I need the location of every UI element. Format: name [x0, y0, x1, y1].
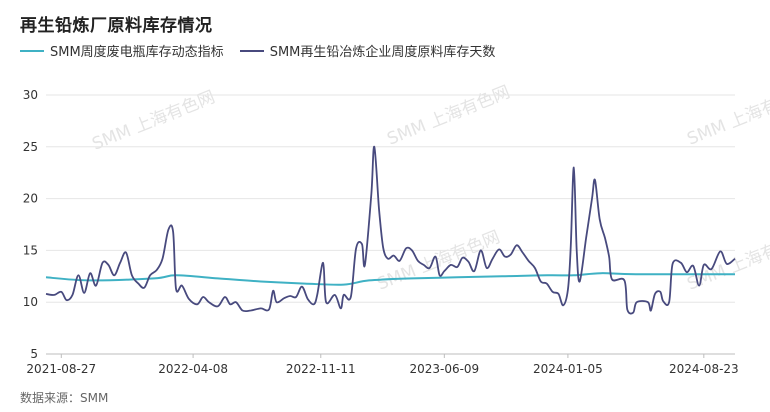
legend-swatch-series-1 [239, 49, 264, 52]
chart-source: 数据来源：SMM [20, 391, 109, 405]
y-tick-label: 25 [23, 140, 38, 154]
watermark-text: SMM 上海有色网 [89, 87, 218, 154]
legend-label-series-0: SMM周度废电瓶库存动态指标 [50, 45, 224, 60]
x-tick-label: 2024-01-05 [533, 362, 603, 376]
y-tick-label: 20 [23, 192, 38, 206]
legend-item-series-1[interactable]: SMM再生铅冶炼企业周度原料库存天数 [239, 41, 496, 60]
y-tick-label: 10 [23, 295, 38, 309]
x-tick-label: 2021-08-27 [26, 362, 96, 376]
y-tick-label: 15 [23, 243, 38, 257]
y-tick-label: 30 [23, 88, 38, 102]
chart-legend: SMM周度废电瓶库存动态指标 SMM再生铅冶炼企业周度原料库存天数 [20, 41, 495, 60]
x-tick-label: 2022-11-11 [286, 362, 356, 376]
watermark-text: SMM 上海有色网 [384, 82, 513, 149]
series-line-1[interactable] [45, 145, 736, 315]
watermark-text: SMM 上海有色网 [684, 227, 770, 294]
legend-label-series-1: SMM再生铅冶炼企业周度原料库存天数 [269, 45, 496, 60]
x-tick-label: 2024-08-23 [669, 362, 739, 376]
legend-swatch-series-0 [20, 49, 44, 52]
chart-title: 再生铅炼厂原料库存情况 [20, 16, 213, 36]
x-tick-label: 2023-06-09 [409, 362, 479, 376]
series-line-0[interactable] [45, 272, 736, 286]
watermark-text: SMM 上海有色网 [684, 82, 770, 149]
y-tick-label: 5 [30, 347, 38, 361]
legend-item-series-0[interactable]: SMM周度废电瓶库存动态指标 [20, 41, 224, 60]
x-tick-label: 2022-04-08 [158, 362, 228, 376]
